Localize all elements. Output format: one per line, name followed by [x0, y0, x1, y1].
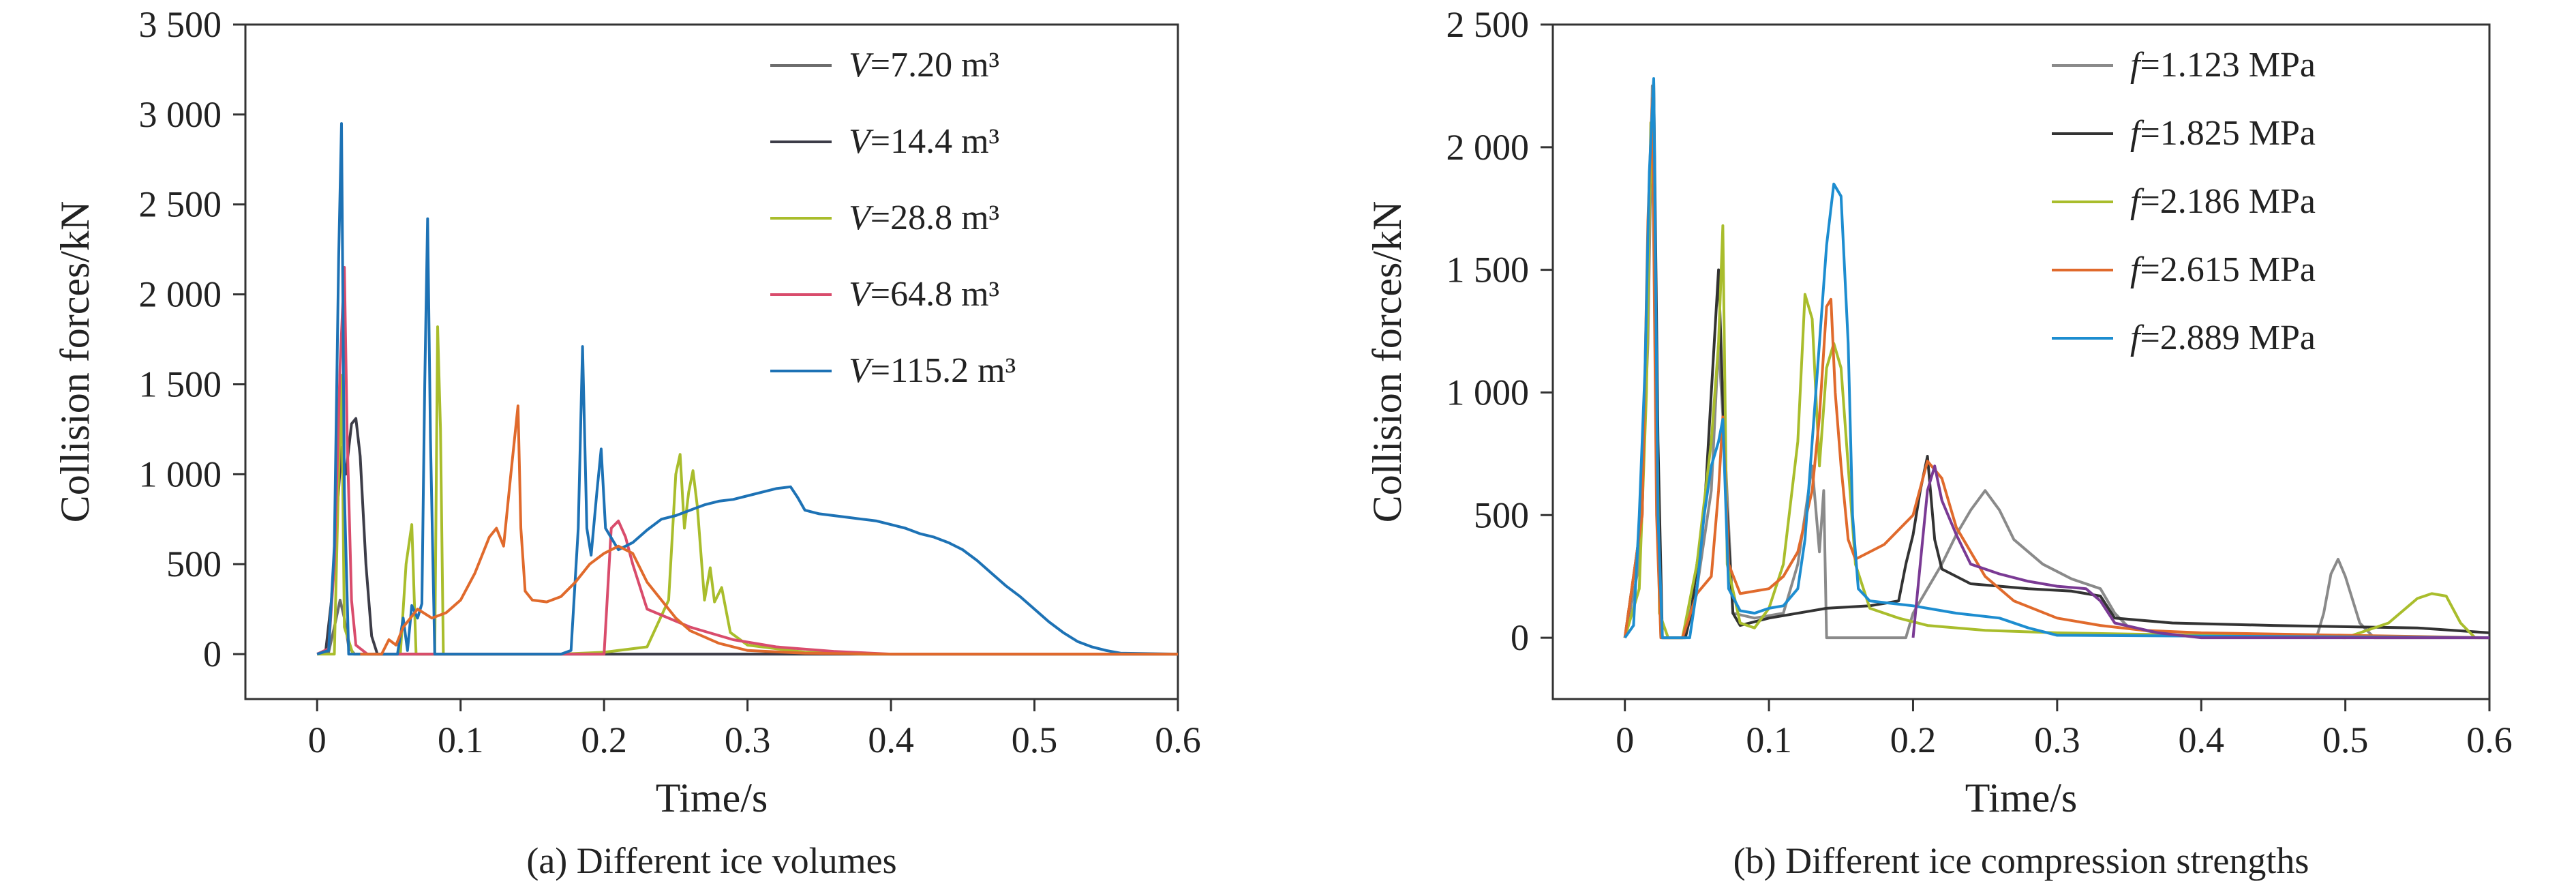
- y-axis-label: Collision forces/kN: [52, 201, 97, 523]
- legend-label: V=115.2 m³: [849, 351, 1016, 390]
- x-tick-label: 0.1: [438, 720, 484, 760]
- y-tick-label: 1 000: [139, 454, 222, 494]
- x-axis-label: Time/s: [656, 775, 768, 820]
- series-line-3: [1623, 96, 2490, 640]
- chart-1: 0 0.1 0.2 0.3 0.4 0.5 0.6 0 500 1 000 1 500 2 000 2 …: [1365, 4, 2513, 881]
- series-line-1: [316, 417, 1178, 656]
- y-tick-label: 1 000: [1446, 372, 1530, 413]
- series-line-5: [1911, 464, 2489, 640]
- y-tick-label: 2 000: [139, 274, 222, 315]
- y-tick-label: 2 500: [139, 184, 222, 225]
- chart-0: 0 0.1 0.2 0.3 0.4 0.5 0.6 0 500 1 000 1 500 2 000 2 …: [52, 4, 1201, 881]
- x-tick-label: 0.6: [1155, 720, 1201, 760]
- y-tick-label: 2 000: [1446, 127, 1530, 168]
- series-line-1: [1623, 79, 2490, 640]
- y-tick-label: 2 500: [1446, 4, 1530, 45]
- x-tick-label: 0.4: [2178, 720, 2224, 760]
- y-tick-label: 1 500: [1446, 250, 1530, 291]
- x-axis-label: Time/s: [1965, 775, 2078, 820]
- y-axis-label: Collision forces/kN: [1365, 201, 1410, 523]
- legend-label: f=2.615 MPa: [2130, 250, 2316, 289]
- figure-caption: (b) Different ice compression strengths: [1733, 840, 2309, 881]
- legend-label: V=28.8 m³: [849, 198, 999, 237]
- y-tick-label: 500: [166, 544, 222, 584]
- series-line-3: [316, 266, 1178, 656]
- legend-label: f=2.186 MPa: [2130, 182, 2316, 221]
- x-tick-label: 0.3: [2034, 720, 2080, 760]
- x-tick-label: 0.6: [2466, 720, 2513, 760]
- x-tick-label: 0: [308, 720, 327, 760]
- legend-label: f=1.825 MPa: [2130, 114, 2316, 153]
- x-tick-label: 0.2: [581, 720, 627, 760]
- series-line-4: [1624, 77, 2490, 640]
- x-tick-label: 0: [1616, 720, 1634, 760]
- legend-label: V=7.20 m³: [849, 46, 999, 85]
- y-tick-label: 3 500: [139, 4, 222, 45]
- x-tick-label: 0.1: [1746, 720, 1792, 760]
- x-tick-label: 0.4: [868, 720, 914, 760]
- legend-label: f=1.123 MPa: [2130, 46, 2316, 85]
- y-tick-label: 0: [203, 634, 222, 674]
- series-line-4: [316, 122, 1179, 656]
- y-tick-label: 3 000: [139, 94, 222, 135]
- series-line-2: [317, 325, 1178, 656]
- series-line-5: [360, 404, 1178, 656]
- y-tick-label: 500: [1474, 494, 1529, 535]
- x-tick-label: 0.2: [1890, 720, 1937, 760]
- series-line-0: [1623, 84, 2489, 640]
- plot-frame: [244, 23, 1179, 700]
- figure-caption: (a) Different ice volumes: [526, 840, 896, 881]
- plot-frame: [1551, 23, 2491, 700]
- y-tick-label: 1 500: [139, 364, 222, 404]
- x-tick-label: 0.3: [725, 720, 771, 760]
- x-tick-label: 0.5: [1012, 720, 1058, 760]
- series-line-2: [1623, 121, 2489, 640]
- x-tick-label: 0.5: [2322, 720, 2369, 760]
- y-tick-label: 0: [1511, 617, 1529, 658]
- legend-label: V=64.8 m³: [849, 275, 999, 314]
- legend-label: f=2.889 MPa: [2130, 318, 2316, 357]
- legend-label: V=14.4 m³: [849, 122, 999, 161]
